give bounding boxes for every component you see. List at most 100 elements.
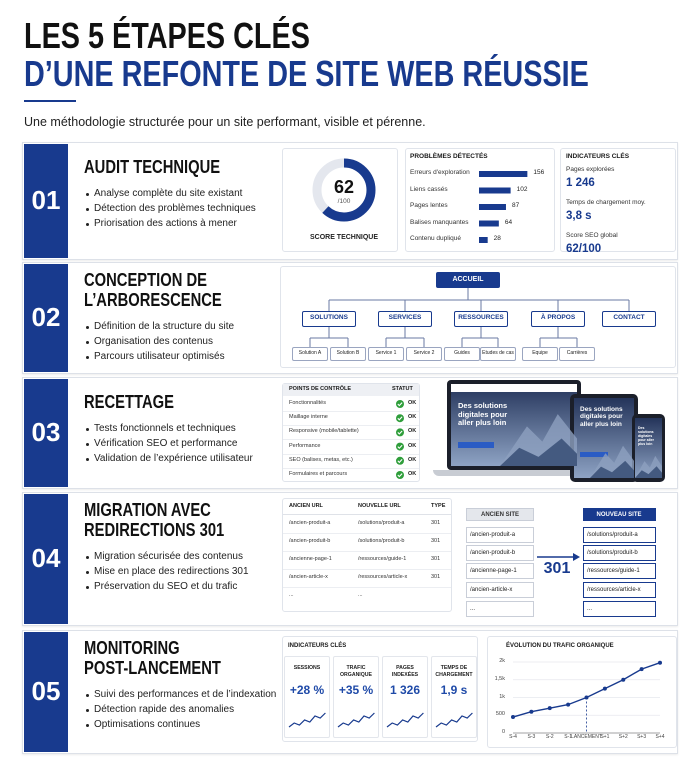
mockup-mountain xyxy=(500,438,577,466)
check-icon xyxy=(396,428,404,437)
header-separator xyxy=(283,514,451,515)
kpi-value: 1 326 xyxy=(389,683,421,698)
problems-title: PROBLÈMES DÉTECTÉS xyxy=(410,153,488,161)
new-site-title: NOUVEAU SITE xyxy=(596,511,642,518)
bullet-dot xyxy=(86,222,89,226)
mockup-headline: Des solutions digitales pour aller plus … xyxy=(638,426,654,447)
check-item: Fonctionnalités xyxy=(289,399,326,406)
y-tick-label: 0 xyxy=(501,729,505,735)
check-item: SEO (balises, metas, etc.) xyxy=(289,456,353,463)
old-url: /ancienne-page-1 xyxy=(470,567,517,574)
problem-label: Liens cassés xyxy=(410,185,448,193)
child-node xyxy=(368,347,404,361)
kpi-label: TEMPS DE CHARGEMENT xyxy=(435,665,473,678)
old-url: /ancien-produit-b xyxy=(470,549,516,556)
check-item: Formulaires et parcours xyxy=(289,470,348,477)
indicator-value: 1 246 xyxy=(566,176,595,189)
child-label: Service 1 xyxy=(375,350,397,357)
indicator-value: 62/100 xyxy=(566,242,602,255)
redirect-arrowhead xyxy=(573,553,580,561)
branch-node xyxy=(378,311,432,327)
redirect-cell: /solutions/produit-a xyxy=(358,519,405,526)
branch-label: RESSOURCES xyxy=(458,314,504,322)
problem-bar xyxy=(479,237,488,243)
redirect-cell: 301 xyxy=(431,555,441,562)
kpi-value: +35 % xyxy=(338,683,374,698)
new-url: /solutions/produit-a xyxy=(587,531,638,538)
kpi-label: SESSIONS xyxy=(293,665,321,671)
bullet-dot xyxy=(86,442,89,446)
new-url-box xyxy=(583,563,656,579)
child-node xyxy=(292,347,328,361)
new-url: /ressources/article-x xyxy=(587,586,641,593)
problem-bar xyxy=(479,204,506,210)
check-mark xyxy=(397,473,403,478)
old-url: ... xyxy=(470,605,476,612)
mockup-mountain xyxy=(590,460,634,478)
chart-title: ÉVOLUTION DU TRAFIC ORGANIQUE xyxy=(506,642,614,649)
step-number: 01 xyxy=(31,184,61,215)
title-rule xyxy=(24,100,76,102)
redirect-cell: 301 xyxy=(431,573,441,580)
x-tick-label: S-4 xyxy=(509,734,517,741)
old-url-box xyxy=(466,545,534,561)
x-tick-label: S-1 xyxy=(564,734,573,741)
row-separator xyxy=(283,533,451,534)
mockup-button xyxy=(458,442,494,448)
kpi-sparkline xyxy=(386,712,424,728)
problem-value: 64 xyxy=(504,218,513,226)
step-number-box xyxy=(24,264,68,372)
check-item: Performance xyxy=(289,442,321,449)
subtitle: Une méthodologie structurée pour un site… xyxy=(24,115,426,130)
indicators-title: INDICATEURS CLÉS xyxy=(566,153,630,161)
old-url: /ancien-article-x xyxy=(470,586,513,593)
redirect-table xyxy=(282,498,452,612)
kpi-label: TRAFIC ORGANIQUE xyxy=(340,665,372,678)
indicator-value: 3,8 s xyxy=(566,209,592,222)
title-line-2: D’UNE REFONTE DE SITE WEB RÉUSSIE xyxy=(24,53,589,95)
score-label: SCORE TECHNIQUE xyxy=(309,234,379,242)
kpi-value: 1,9 s xyxy=(440,683,468,698)
bullet-text: Suivi des performances et de l’indexatio… xyxy=(94,688,277,700)
check-item: Maillage interne xyxy=(289,414,328,421)
child-label: Service 2 xyxy=(413,350,435,357)
step-title: POST-LANCEMENT xyxy=(84,658,221,679)
branch-label: À PROPOS xyxy=(540,314,576,322)
step-number-box xyxy=(24,494,68,624)
old-url: /ancien-produit-a xyxy=(470,531,516,538)
child-label: Etudes de cas xyxy=(482,350,514,357)
indicators-card xyxy=(560,148,676,252)
y-tick-label: 2k xyxy=(499,658,505,664)
check-item: Responsive (mobile/tablette) xyxy=(289,428,359,435)
redirect-cell: /ancien-produit-a xyxy=(289,519,331,526)
bullet-dot xyxy=(86,723,89,727)
row-separator xyxy=(283,439,419,441)
redirect-cell: ... xyxy=(358,591,363,598)
bullet-text: Optimisations continues xyxy=(94,718,201,730)
child-node xyxy=(406,347,442,361)
bullet-text: Tests fonctionnels et techniques xyxy=(94,422,236,434)
child-label: Carrières xyxy=(566,350,588,357)
redirect-cell: /ancien-produit-b xyxy=(289,537,331,544)
bullet-dot xyxy=(86,192,89,196)
row-separator xyxy=(283,587,451,588)
check-mark xyxy=(397,459,403,464)
x-tick-label: S-2 xyxy=(545,734,554,741)
x-tick-label: S+2 xyxy=(618,734,628,741)
redirect-cell: 301 xyxy=(431,519,441,526)
trend-point xyxy=(658,660,662,665)
bullet-dot xyxy=(86,427,89,431)
problem-label: Contenu dupliqué xyxy=(410,235,461,243)
branch-label: SERVICES xyxy=(388,314,422,322)
redirect-cell: /ressources/article-x xyxy=(358,573,408,580)
trend-point xyxy=(602,686,607,691)
score-max: /100 xyxy=(337,198,351,206)
problem-bar xyxy=(479,171,528,177)
bullet-dot xyxy=(86,555,89,559)
step-title: L’ARBORESCENCE xyxy=(84,290,222,311)
child-label: Solution A xyxy=(298,350,322,357)
bullet-text: Mise en place des redirections 301 xyxy=(94,565,249,577)
check-mark xyxy=(397,430,403,435)
root-label: ACCUEIL xyxy=(452,276,484,284)
